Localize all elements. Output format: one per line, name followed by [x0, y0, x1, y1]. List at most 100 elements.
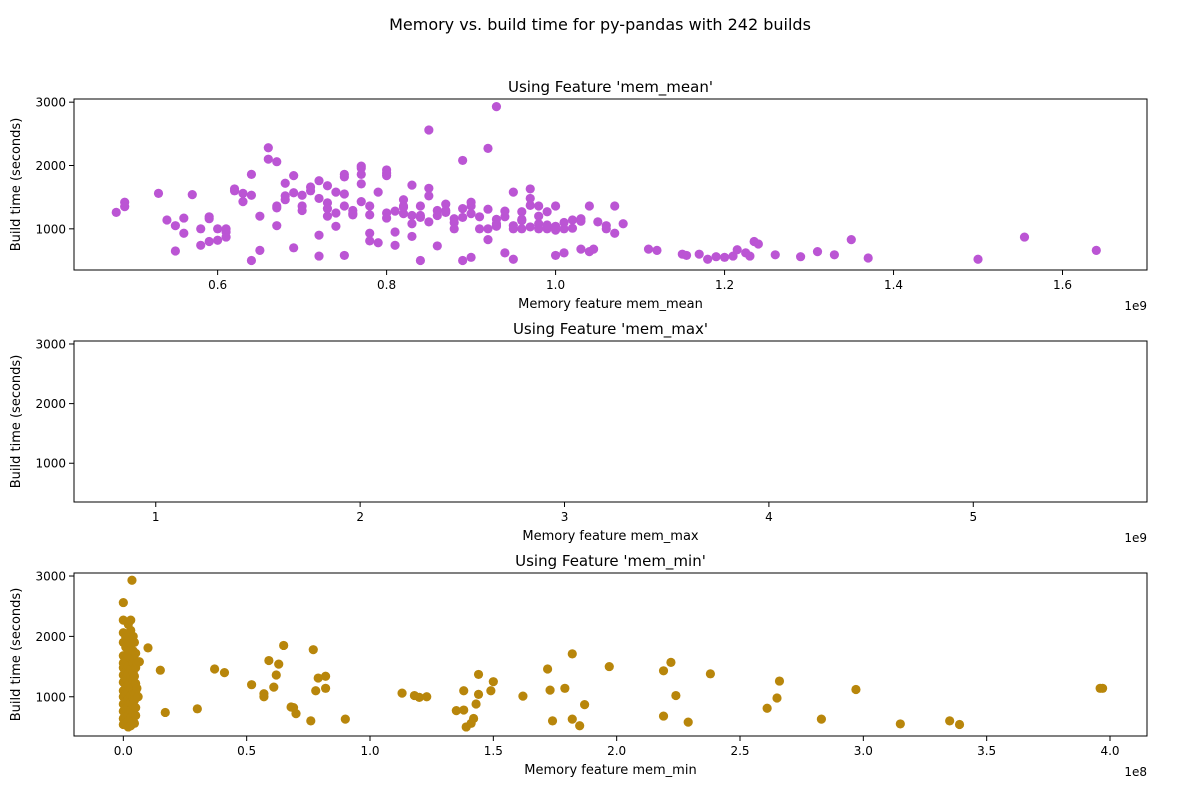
- data-point: [196, 224, 206, 234]
- data-point: [407, 210, 417, 221]
- x-tick-label: 2.5: [730, 744, 749, 758]
- data-point: [398, 195, 409, 205]
- data-point: [213, 235, 223, 245]
- data-point: [486, 686, 496, 696]
- x-tick-label: 2.0: [607, 744, 626, 758]
- data-point: [322, 203, 333, 214]
- data-point: [483, 224, 493, 234]
- data-point: [604, 661, 614, 672]
- data-point: [365, 236, 375, 246]
- data-point: [153, 188, 164, 198]
- x-tick-label: 1.0: [546, 278, 565, 292]
- data-point: [415, 210, 425, 221]
- data-point: [762, 703, 772, 713]
- data-point: [534, 201, 544, 211]
- subplot-mem-max: 1 2 3 4 5 1000 2000 3000 Using Feature 'mem_max'…: [9, 320, 1148, 545]
- data-point: [491, 214, 502, 224]
- subplot-mem-mean: 0.6 0.8 1.0 1.2 1.4 1.6 1000 2000 3000 Using Feat…: [9, 78, 1148, 313]
- data-point: [525, 184, 535, 194]
- data-point: [459, 705, 469, 715]
- data-point: [703, 254, 713, 264]
- data-point: [422, 692, 432, 702]
- data-point: [272, 157, 282, 167]
- data-point: [322, 211, 333, 221]
- x-axis-label-mem-mean: Memory feature mem_mean: [518, 297, 703, 312]
- data-point: [291, 709, 301, 719]
- data-point: [246, 169, 257, 179]
- data-point: [491, 221, 502, 231]
- data-point: [424, 183, 434, 193]
- data-point: [483, 235, 493, 245]
- data-point: [508, 187, 518, 197]
- data-point: [365, 210, 375, 220]
- data-point: [469, 713, 479, 724]
- subplot-title-mem-max: Using Feature 'mem_max': [513, 320, 708, 339]
- data-point: [525, 222, 535, 232]
- data-point: [311, 686, 321, 696]
- data-point: [131, 648, 141, 658]
- data-point: [732, 245, 742, 255]
- data-point: [398, 202, 409, 212]
- data-point: [567, 649, 577, 659]
- data-point: [289, 188, 299, 198]
- data-point: [129, 718, 140, 728]
- data-point: [610, 201, 620, 211]
- data-point: [466, 252, 476, 262]
- data-point: [547, 716, 558, 726]
- data-point: [683, 717, 693, 727]
- data-point: [221, 224, 231, 234]
- data-point: [1091, 245, 1101, 255]
- data-point: [192, 704, 202, 714]
- data-point: [458, 212, 468, 223]
- data-point: [339, 250, 349, 261]
- data-point: [238, 188, 248, 198]
- data-point: [610, 228, 620, 238]
- scatter-points-mem-min: [118, 575, 1108, 732]
- data-point: [297, 190, 307, 200]
- x-tick-label: 0.5: [237, 744, 256, 758]
- x-tick-label: 5: [969, 510, 977, 524]
- data-point: [424, 217, 434, 227]
- data-point: [131, 710, 141, 721]
- data-point: [567, 223, 578, 233]
- data-point: [658, 666, 669, 676]
- data-point: [373, 187, 383, 197]
- x-tick-label: 2: [356, 510, 364, 524]
- y-tick-label: 3000: [35, 337, 66, 351]
- data-point: [560, 683, 570, 693]
- data-point: [424, 191, 434, 201]
- data-point: [274, 659, 284, 669]
- data-point: [339, 169, 349, 179]
- data-point: [155, 665, 165, 675]
- data-point: [259, 689, 269, 699]
- data-point: [449, 224, 459, 234]
- data-point: [305, 182, 316, 192]
- data-point: [432, 210, 442, 221]
- x-tick-label: 0.6: [208, 278, 227, 292]
- data-point: [118, 597, 128, 608]
- data-point: [407, 180, 417, 190]
- data-point: [132, 683, 142, 693]
- data-point: [483, 204, 493, 214]
- data-point: [954, 719, 965, 730]
- x-axis-label-mem-min: Memory feature mem_min: [524, 763, 696, 778]
- data-point: [525, 193, 535, 204]
- data-point: [491, 102, 502, 112]
- data-point: [458, 255, 468, 266]
- data-point: [365, 201, 375, 211]
- y-tick-label: 1000: [35, 222, 66, 236]
- data-point: [390, 206, 400, 216]
- data-point: [550, 225, 561, 235]
- y-tick-label: 2000: [35, 630, 66, 644]
- axes-frame-mem-min: [73, 572, 1148, 737]
- data-point: [500, 206, 510, 216]
- data-point: [517, 207, 527, 217]
- data-point: [414, 692, 424, 702]
- y-tick-label: 1000: [35, 457, 66, 471]
- data-point: [289, 243, 299, 253]
- x-tick-label: 3.0: [854, 744, 873, 758]
- data-point: [719, 252, 730, 262]
- data-point: [863, 253, 873, 263]
- data-point: [382, 213, 392, 223]
- x-tick-label: 1: [152, 510, 160, 524]
